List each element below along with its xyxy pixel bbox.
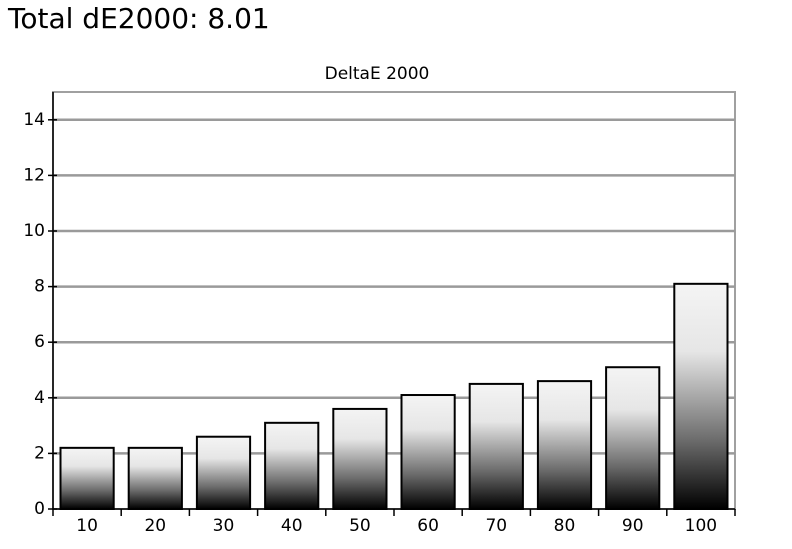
y-tick-label: 0: [34, 499, 45, 519]
page-title: Total dE2000: 8.01: [7, 2, 270, 35]
bar: [127, 446, 183, 510]
x-tick-label: 30: [213, 516, 235, 536]
bar: [332, 407, 388, 511]
x-tick-label: 40: [281, 516, 303, 536]
bar: [536, 380, 593, 510]
chart-title: DeltaE 2000: [325, 64, 430, 84]
y-tick-label: 10: [23, 221, 45, 241]
x-tick-label: 50: [349, 516, 371, 536]
bar: [468, 382, 524, 510]
bar: [605, 366, 661, 510]
y-tick-label: 2: [34, 443, 45, 463]
x-tick-label: 20: [144, 516, 166, 536]
y-tick-label: 4: [34, 388, 45, 408]
x-tick-label: 80: [554, 516, 576, 536]
x-tick-label: 60: [417, 516, 439, 536]
x-tick-label: 90: [622, 516, 644, 536]
bar: [400, 394, 456, 510]
bar: [673, 282, 729, 510]
y-tick-label: 8: [34, 277, 45, 297]
y-tick-label: 6: [34, 332, 45, 352]
x-tick-label: 100: [685, 516, 717, 536]
plot-area: 0 2 4 6 8 10 12 14 10 20 30 40 50 60 70 80 90 100: [23, 91, 736, 536]
y-tick-label: 12: [23, 165, 45, 185]
bar: [195, 435, 252, 510]
y-tick-label: 14: [23, 110, 45, 130]
bar: [59, 446, 115, 510]
bar: [264, 421, 320, 511]
x-tick-label: 70: [485, 516, 507, 536]
x-tick-label: 10: [76, 516, 98, 536]
